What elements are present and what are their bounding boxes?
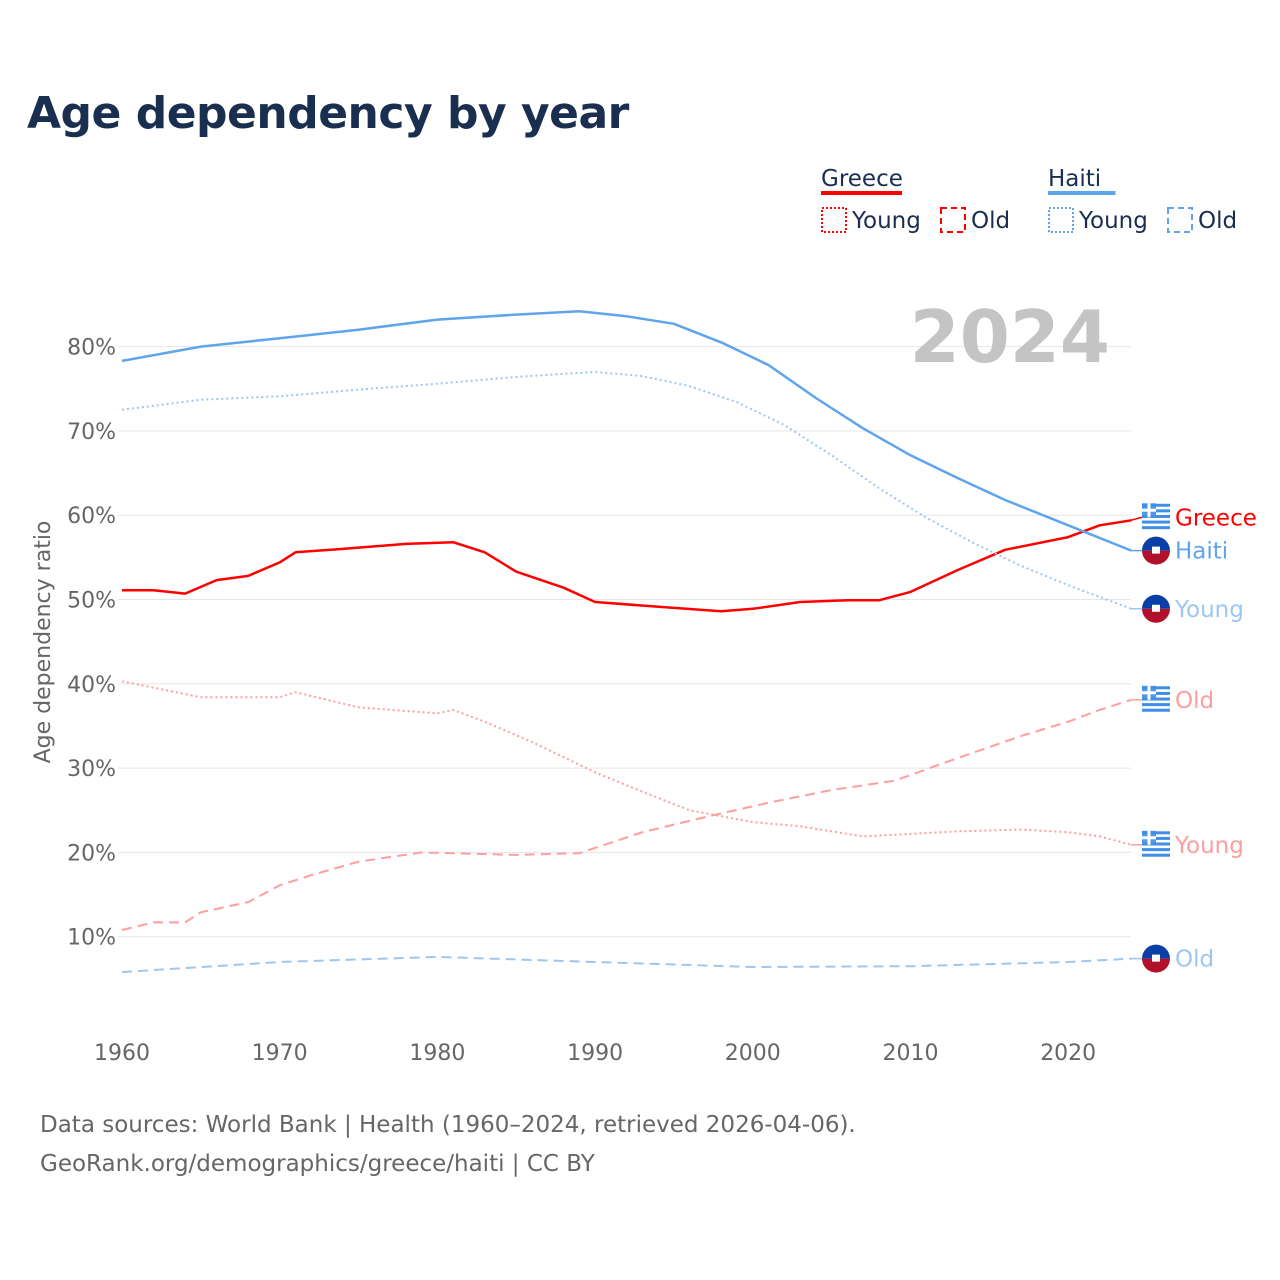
series-end-label: Old <box>1175 947 1214 973</box>
line-chart: 10% 20% 30% 40% 50% 60% 70% 80% 1960 1970 1980 1990… <box>31 166 1257 1066</box>
x-tick-label: 2000 <box>725 1041 781 1066</box>
greece-flag-cross <box>1147 685 1151 700</box>
greece-flag-stripe <box>1142 708 1170 712</box>
y-tick-label: 40% <box>67 673 116 698</box>
haiti-flag-emblem <box>1152 604 1160 612</box>
series-end-label: Haiti <box>1175 539 1228 565</box>
greece-flag-stripe <box>1142 520 1170 524</box>
greece-flag-stripe <box>1142 853 1170 857</box>
legend-item-old: Old <box>971 208 1010 234</box>
source-line: Data sources: World Bank | Health (1960–… <box>40 1112 856 1138</box>
y-tick-label: 60% <box>67 504 116 529</box>
year-watermark: 2024 <box>910 295 1110 379</box>
legend-swatch-old <box>1167 207 1193 233</box>
haiti-flag-icon <box>1142 958 1170 973</box>
legend-group-swatch <box>1048 191 1116 195</box>
haiti-flag-emblem <box>1152 546 1160 554</box>
legend-swatch-young <box>1048 207 1074 233</box>
y-tick-label: 80% <box>67 336 116 361</box>
legend-group-swatch <box>821 191 902 195</box>
series-end-label: Young <box>1174 597 1244 623</box>
x-tick-label: 2020 <box>1040 1041 1096 1066</box>
greece-flag-cross <box>1147 830 1151 845</box>
source-link[interactable]: GeoRank.org/demographics/greece/haiti | … <box>40 1151 595 1177</box>
series-line-haiti <box>121 309 1132 552</box>
x-tick-label: 1990 <box>567 1041 623 1066</box>
greece-flag-stripe <box>1142 848 1170 852</box>
x-tick-label: 2010 <box>883 1041 939 1066</box>
series-end-label: Young <box>1174 833 1244 859</box>
legend-group-title: Greece <box>821 166 903 192</box>
y-axis-label: Age dependency ratio <box>31 521 56 764</box>
haiti-flag-icon <box>1142 944 1170 959</box>
series-end-label: Greece <box>1175 505 1257 531</box>
greece-flag-stripe <box>1142 526 1170 530</box>
greece-flag-stripe <box>1142 703 1170 707</box>
legend-item-old: Old <box>1198 208 1237 234</box>
source-note: Data sources: World Bank | Health (1960–… <box>40 1106 856 1184</box>
haiti-flag-emblem <box>1152 954 1160 962</box>
y-tick-label: 30% <box>67 757 116 782</box>
legend-swatch-young <box>821 207 847 233</box>
x-tick-label: 1980 <box>409 1041 465 1066</box>
x-tick-label: 1970 <box>252 1041 308 1066</box>
y-tick-label: 70% <box>67 420 116 445</box>
haiti-flag-icon <box>1142 536 1170 551</box>
series-line-greece <box>122 519 1132 613</box>
legend-group-title: Haiti <box>1048 166 1101 192</box>
legend-item-young: Young <box>851 208 921 234</box>
y-tick-label: 10% <box>67 926 116 951</box>
series-line-greece-old <box>121 698 1132 931</box>
greece-flag-cross <box>1147 503 1151 518</box>
haiti-flag-icon <box>1142 608 1170 623</box>
legend-item-young: Young <box>1078 208 1148 234</box>
haiti-flag-icon <box>1142 550 1170 565</box>
x-tick-label: 1960 <box>94 1041 150 1066</box>
y-tick-label: 50% <box>67 589 116 614</box>
series-line-haiti-young <box>121 370 1132 610</box>
legend-swatch-old <box>940 207 966 233</box>
haiti-flag-icon <box>1142 594 1170 609</box>
series-line-haiti-old <box>121 955 1132 974</box>
label-connector <box>1130 516 1143 521</box>
y-tick-label: 20% <box>67 841 116 866</box>
series-line-greece-young <box>121 680 1132 846</box>
chart-title: Age dependency by year <box>27 88 629 139</box>
series-end-label: Old <box>1175 688 1214 714</box>
